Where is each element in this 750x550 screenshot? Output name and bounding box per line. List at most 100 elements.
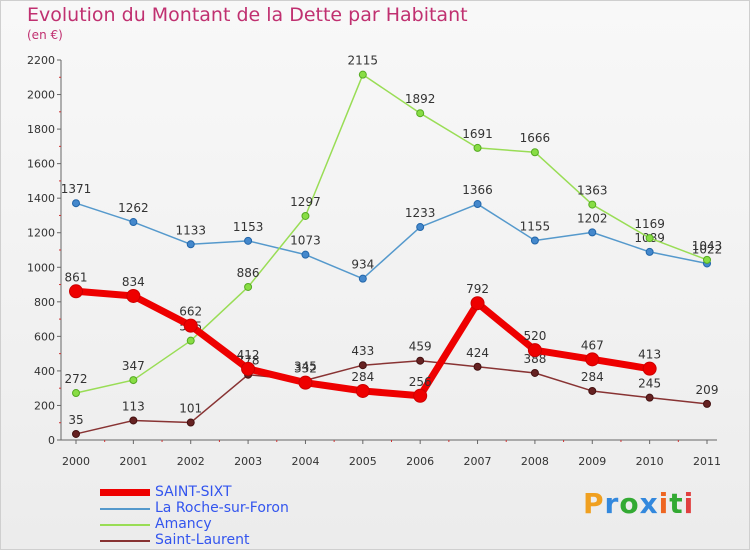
x-tick-label: 2006 bbox=[406, 455, 434, 468]
x-tick-label: 2002 bbox=[177, 455, 205, 468]
data-label-amancy: 1169 bbox=[634, 217, 665, 231]
data-point-amancy bbox=[129, 376, 138, 385]
logo-letter: o bbox=[619, 487, 640, 520]
data-point-saint-sixt bbox=[642, 361, 657, 376]
data-point-saint-sixt bbox=[413, 388, 428, 403]
data-label-amancy: 886 bbox=[237, 266, 260, 280]
y-tick-label: 200 bbox=[34, 399, 55, 412]
data-label-saint-laurent: 459 bbox=[409, 340, 432, 354]
data-point-amancy bbox=[473, 143, 482, 152]
data-point-la-roche-sur-foron bbox=[588, 228, 597, 237]
data-point-amancy bbox=[358, 70, 367, 79]
chart-title: Evolution du Montant de la Dette par Hab… bbox=[27, 4, 468, 26]
data-label-saint-sixt: 413 bbox=[638, 348, 661, 362]
x-tick-label: 2007 bbox=[464, 455, 492, 468]
data-label-saint-sixt: 332 bbox=[294, 362, 317, 376]
data-point-saint-laurent bbox=[416, 356, 425, 365]
data-point-saint-sixt bbox=[298, 375, 313, 390]
data-label-la-roche-sur-foron: 1371 bbox=[61, 182, 92, 196]
data-point-amancy bbox=[244, 282, 253, 291]
data-point-la-roche-sur-foron bbox=[186, 240, 195, 249]
x-tick-label: 2004 bbox=[291, 455, 319, 468]
data-point-amancy bbox=[530, 148, 539, 157]
data-point-la-roche-sur-foron bbox=[530, 236, 539, 245]
data-point-amancy bbox=[416, 109, 425, 118]
y-tick-label: 2000 bbox=[27, 89, 55, 102]
proxiti-logo: Proxiti bbox=[583, 487, 694, 520]
data-point-saint-laurent bbox=[129, 416, 138, 425]
data-label-amancy: 1666 bbox=[520, 131, 551, 145]
x-tick-label: 2008 bbox=[521, 455, 549, 468]
data-point-saint-laurent bbox=[473, 362, 482, 371]
y-tick-label: 1800 bbox=[27, 123, 55, 136]
x-tick-label: 2005 bbox=[349, 455, 377, 468]
data-label-la-roche-sur-foron: 1202 bbox=[577, 211, 608, 225]
data-label-saint-sixt: 792 bbox=[466, 282, 489, 296]
logo-letter: x bbox=[639, 487, 659, 520]
data-point-la-roche-sur-foron bbox=[301, 250, 310, 259]
data-label-la-roche-sur-foron: 1155 bbox=[520, 220, 551, 234]
data-label-saint-laurent: 284 bbox=[581, 370, 604, 384]
logo-letter: r bbox=[604, 487, 620, 520]
data-label-saint-sixt: 834 bbox=[122, 275, 145, 289]
x-tick-label: 2001 bbox=[119, 455, 147, 468]
data-point-saint-sixt bbox=[585, 352, 600, 367]
legend-label: SAINT-SIXT bbox=[155, 484, 232, 500]
y-tick-label: 1000 bbox=[27, 261, 55, 274]
y-tick-label: 400 bbox=[34, 365, 55, 378]
data-point-la-roche-sur-foron bbox=[358, 274, 367, 283]
data-label-la-roche-sur-foron: 1233 bbox=[405, 206, 436, 220]
data-label-saint-sixt: 284 bbox=[351, 370, 374, 384]
data-point-saint-laurent bbox=[530, 368, 539, 377]
data-point-amancy bbox=[186, 336, 195, 345]
y-tick-label: 800 bbox=[34, 296, 55, 309]
data-point-saint-sixt bbox=[69, 284, 83, 299]
data-point-la-roche-sur-foron bbox=[244, 236, 253, 245]
data-label-saint-laurent: 433 bbox=[351, 344, 374, 358]
data-point-la-roche-sur-foron bbox=[129, 218, 138, 227]
data-label-saint-laurent: 113 bbox=[122, 399, 145, 413]
data-point-amancy bbox=[588, 200, 597, 209]
logo-letter: i bbox=[658, 487, 670, 520]
data-point-amancy bbox=[645, 234, 654, 243]
data-point-saint-sixt bbox=[527, 343, 542, 358]
legend-swatch bbox=[100, 508, 150, 510]
data-label-la-roche-sur-foron: 1022 bbox=[692, 242, 723, 256]
series-line-la-roche-sur-foron bbox=[75, 202, 708, 280]
data-label-la-roche-sur-foron: 1073 bbox=[290, 234, 321, 248]
x-tick-label: 2003 bbox=[234, 455, 262, 468]
y-tick-label: 600 bbox=[34, 330, 55, 343]
data-label-saint-sixt: 861 bbox=[65, 270, 88, 284]
chart-subtitle: (en €) bbox=[27, 28, 63, 42]
data-label-amancy: 1043 bbox=[692, 239, 723, 253]
data-label-amancy: 347 bbox=[122, 359, 145, 373]
x-tick-label: 2011 bbox=[693, 455, 721, 468]
data-point-la-roche-sur-foron bbox=[645, 247, 654, 256]
data-label-saint-sixt: 467 bbox=[581, 338, 604, 352]
data-point-saint-sixt bbox=[241, 361, 256, 376]
logo-letter: i bbox=[683, 487, 695, 520]
series-line-amancy bbox=[75, 73, 708, 394]
data-label-saint-laurent: 101 bbox=[179, 402, 202, 416]
data-point-la-roche-sur-foron bbox=[473, 200, 482, 209]
series-line-saint-laurent bbox=[75, 359, 708, 435]
data-point-amancy bbox=[72, 389, 80, 398]
legend-swatch bbox=[100, 524, 150, 526]
data-label-amancy: 1691 bbox=[462, 127, 493, 141]
data-label-la-roche-sur-foron: 1133 bbox=[175, 223, 206, 237]
data-label-amancy: 2115 bbox=[348, 54, 379, 68]
data-point-saint-sixt bbox=[355, 383, 370, 398]
data-point-saint-sixt bbox=[126, 288, 141, 303]
data-label-saint-laurent: 35 bbox=[68, 413, 83, 427]
data-point-amancy bbox=[301, 211, 310, 220]
logo-letter: P bbox=[583, 487, 605, 520]
data-label-saint-sixt: 662 bbox=[179, 305, 202, 319]
data-label-amancy: 1297 bbox=[290, 195, 321, 209]
data-point-saint-laurent bbox=[703, 399, 711, 408]
legend-swatch bbox=[100, 489, 150, 496]
legend-label: La Roche-sur-Foron bbox=[155, 500, 289, 516]
data-point-amancy bbox=[703, 255, 711, 264]
data-label-amancy: 272 bbox=[65, 372, 88, 386]
x-tick-label: 2000 bbox=[62, 455, 90, 468]
legend-swatch bbox=[100, 540, 150, 542]
